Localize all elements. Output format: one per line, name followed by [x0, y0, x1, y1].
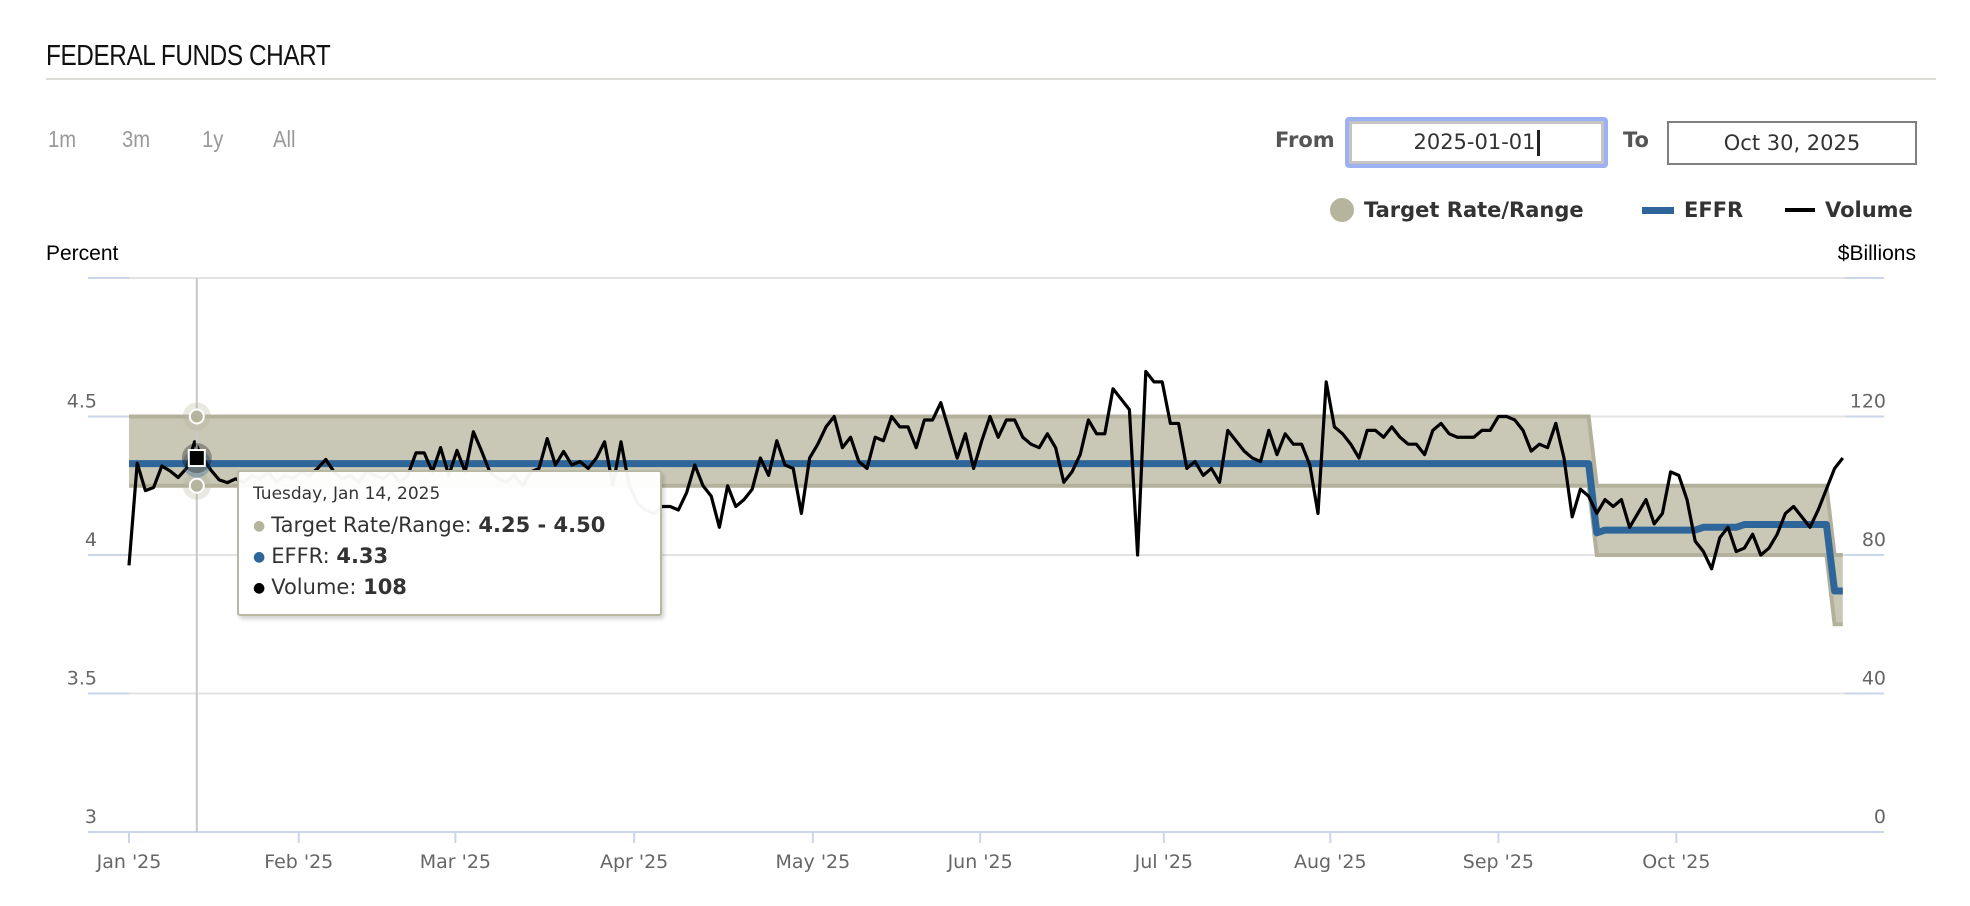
left-axis-title: Percent — [46, 242, 119, 265]
x-axis-tick-label: Feb '25 — [264, 851, 333, 873]
left-axis-tick-label: 3.5 — [67, 668, 97, 690]
target-range-marker — [188, 477, 205, 494]
tooltip: Tuesday, Jan 14, 2025 ● Target Rate/Range… — [237, 470, 662, 616]
tooltip-value: 108 — [363, 575, 407, 599]
to-label: To — [1623, 128, 1649, 152]
from-date-input[interactable]: 2025-01-01 — [1345, 117, 1608, 168]
left-axis-tick-label: 4.5 — [67, 391, 97, 413]
tooltip-row-target: ● Target Rate/Range: 4.25 - 4.50 — [253, 510, 660, 541]
range-button-1m[interactable]: 1m — [48, 126, 77, 152]
tooltip-row-volume: ● Volume: 108 — [253, 572, 660, 603]
right-axis-tick-label: 80 — [1862, 529, 1886, 551]
x-axis-tick-label: Sep '25 — [1463, 851, 1534, 873]
range-button-3m[interactable]: 3m — [122, 126, 151, 152]
target-range-upper-edge — [129, 414, 1843, 557]
range-button-all[interactable]: All — [273, 126, 296, 152]
effr-line — [129, 460, 1843, 595]
dot-icon: ● — [253, 580, 266, 596]
x-axis-tick-label: Jan '25 — [96, 851, 162, 873]
title-divider — [46, 78, 1936, 80]
x-axis-tick-label: May '25 — [776, 851, 851, 873]
legend-item-effr[interactable]: EFFR — [1642, 198, 1743, 222]
right-axis-tick-label: 0 — [1874, 806, 1886, 828]
tooltip-value: 4.33 — [336, 544, 389, 568]
legend-item-volume[interactable]: Volume — [1785, 198, 1913, 222]
x-axis-tick-label: Jun '25 — [947, 851, 1013, 873]
to-date-value: Oct 30, 2025 — [1723, 130, 1861, 155]
x-axis-tick-label: Aug '25 — [1294, 851, 1367, 873]
right-axis-tick-label: 120 — [1850, 391, 1886, 413]
legend-item-target-rate[interactable]: Target Rate/Range — [1330, 198, 1584, 222]
legend-label: EFFR — [1684, 198, 1744, 222]
x-axis-tick-label: Jul '25 — [1134, 851, 1193, 873]
tooltip-label: Volume: — [271, 575, 364, 599]
x-axis-tick-label: Oct '25 — [1642, 851, 1710, 873]
volume-marker — [187, 449, 206, 468]
tooltip-value: 4.25 - 4.50 — [478, 513, 606, 537]
right-axis-tick-label: 40 — [1862, 668, 1886, 690]
to-date-input[interactable]: Oct 30, 2025 — [1667, 121, 1917, 165]
right-axis-title: $Billions — [1837, 242, 1916, 265]
volume-line — [127, 369, 1845, 571]
tooltip-label: EFFR: — [271, 544, 337, 568]
legend-label: Target Rate/Range — [1364, 198, 1584, 222]
axes: 3 3.5 4 4.5 0 40 80 120 Jan '25 Feb '25 Mar '25 Apr… — [67, 391, 1886, 874]
range-button-1y[interactable]: 1y — [202, 126, 224, 152]
x-axis-tick-label: Apr '25 — [600, 851, 668, 873]
tooltip-row-effr: ● EFFR: 4.33 — [253, 541, 660, 572]
dot-icon: ● — [253, 549, 266, 565]
dot-icon: ● — [253, 518, 266, 534]
legend-label: Volume — [1825, 198, 1913, 222]
from-label: From — [1275, 128, 1335, 152]
x-axis-tick-label: Mar '25 — [420, 851, 491, 873]
tooltip-date: Tuesday, Jan 14, 2025 — [253, 484, 441, 504]
target-range-area — [129, 416, 1843, 625]
line-legend-icon — [1785, 208, 1815, 212]
line-legend-icon — [1642, 206, 1674, 214]
target-range-marker — [188, 408, 205, 425]
text-caret — [1536, 129, 1540, 156]
hover-markers — [181, 278, 212, 832]
tooltip-label: Target Rate/Range: — [271, 513, 479, 537]
circle-legend-icon — [1330, 198, 1354, 222]
left-axis-tick-label: 3 — [85, 806, 97, 828]
chart-title: FEDERAL FUNDS CHART — [46, 40, 331, 72]
from-date-value: 2025-01-01 — [1413, 130, 1536, 154]
left-axis-tick-label: 4 — [85, 529, 97, 551]
